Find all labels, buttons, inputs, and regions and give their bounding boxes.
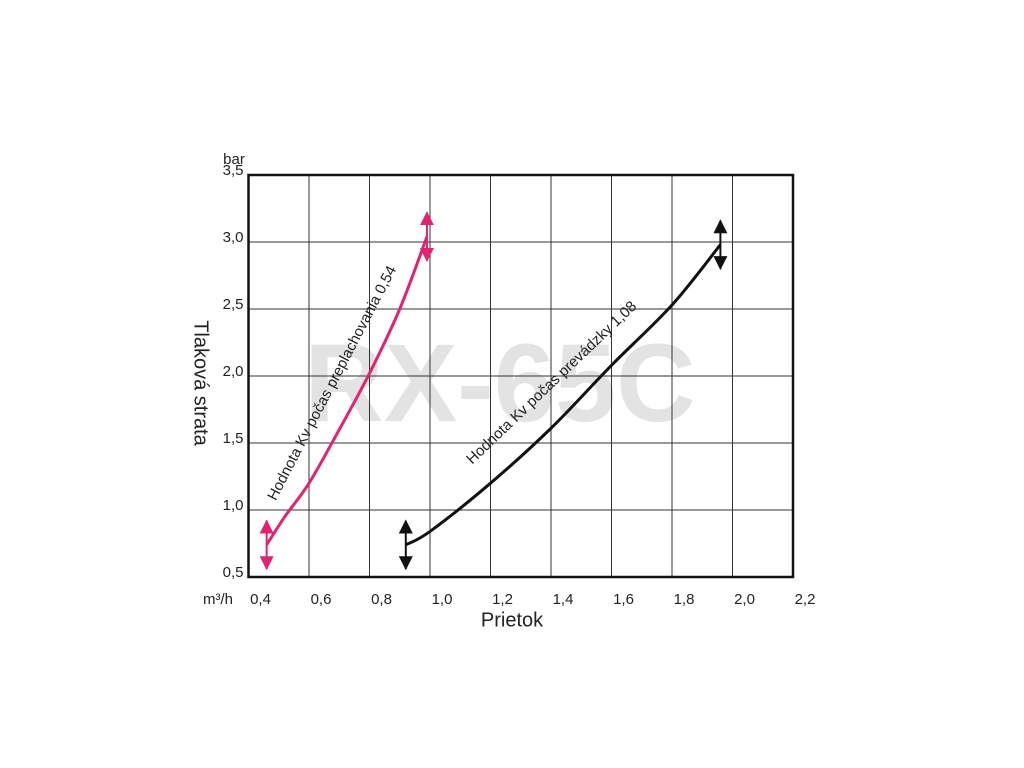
plot-frame: [247, 173, 795, 579]
x-tick-label: 1,2: [492, 591, 513, 608]
y-tick-label: 2,0: [223, 363, 244, 380]
y-tick-label: 1,5: [223, 430, 244, 447]
y-tick-label: 2,5: [223, 296, 244, 313]
y-tick-label: 1,0: [223, 497, 244, 514]
x-tick-label: 1,8: [674, 591, 695, 608]
x-tick-label: 0,4: [250, 591, 271, 608]
y-tick-label: 3,0: [223, 229, 244, 246]
x-axis-label: Prietok: [481, 609, 544, 631]
series-line: [405, 243, 722, 547]
x-tick-label: 2,0: [734, 591, 755, 608]
x-unit: m³/h: [203, 591, 233, 608]
x-tick-label: 0,6: [311, 591, 332, 608]
x-tick-label: 0,8: [371, 591, 392, 608]
y-tick-label: 3,5: [223, 162, 244, 179]
y-axis-label: Tlaková strata: [190, 320, 212, 446]
y-unit: bar: [223, 151, 245, 168]
series-line: [265, 236, 429, 546]
x-tick-label: 1,4: [553, 591, 574, 608]
x-tick-label: 2,2: [795, 591, 816, 608]
x-tick-label: 1,0: [432, 591, 453, 608]
y-tick-label: 0,5: [223, 564, 244, 581]
x-tick-label: 1,6: [613, 591, 634, 608]
